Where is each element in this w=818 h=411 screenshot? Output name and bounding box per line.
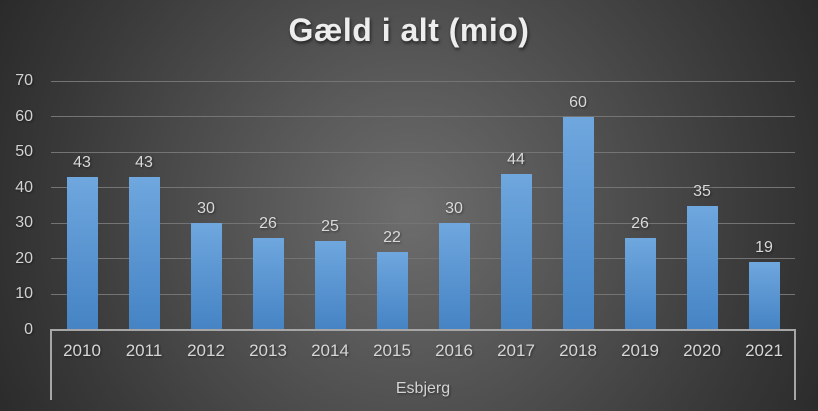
- y-tick-label: 10: [15, 285, 33, 303]
- bar-value-label: 43: [135, 154, 153, 172]
- x-tick-label: 2018: [559, 341, 597, 360]
- x-tick-label: 2020: [683, 341, 721, 360]
- bar-value-label: 26: [259, 214, 277, 232]
- bar: [500, 173, 532, 330]
- y-tick-label: 0: [24, 321, 33, 338]
- bar: [66, 177, 98, 330]
- y-axis-labels: 0 10 20 30 40 50 60 70: [0, 72, 38, 338]
- bar-value-label: 30: [445, 200, 463, 218]
- gridline: [51, 222, 795, 224]
- gridline: [51, 116, 795, 118]
- x-tick-label: 2021: [745, 341, 783, 360]
- bar: [624, 237, 656, 330]
- gridline: [51, 293, 795, 295]
- chart-title: Gæld i alt (mio): [288, 12, 530, 48]
- bar: [252, 237, 284, 330]
- bar-value-label: 19: [755, 239, 773, 257]
- bar: [562, 116, 594, 330]
- x-tick-label: 2012: [187, 341, 225, 360]
- bar: [190, 223, 222, 330]
- bar-value-label: 43: [73, 154, 91, 172]
- x-axis-bracket: [50, 329, 796, 400]
- x-tick-label: 2013: [249, 341, 287, 360]
- y-tick-label: 20: [15, 249, 33, 267]
- x-tick-label: 2010: [63, 341, 101, 360]
- bar: [376, 251, 408, 330]
- y-tick-label: 50: [15, 143, 33, 161]
- y-tick-label: 30: [15, 214, 33, 232]
- bar-value-label: 44: [507, 150, 525, 168]
- x-tick-label: 2011: [125, 341, 163, 360]
- bar: [128, 177, 160, 330]
- x-tick-label: 2014: [311, 341, 349, 360]
- bar: [748, 262, 780, 330]
- y-tick-label: 70: [15, 72, 33, 89]
- x-tick-label: 2019: [621, 341, 659, 360]
- bar-value-label: 60: [569, 93, 587, 111]
- bar: [438, 223, 470, 330]
- y-tick-label: 60: [15, 107, 33, 125]
- axis-group-label: Esbjerg: [395, 380, 451, 397]
- gridline: [51, 258, 795, 260]
- bar: [314, 241, 346, 330]
- bar-value-label: 30: [197, 200, 215, 218]
- bar-value-label: 26: [631, 214, 649, 232]
- gridline: [51, 187, 795, 189]
- x-tick-label: 2015: [373, 341, 411, 360]
- bar-value-label: 25: [321, 218, 339, 236]
- x-tick-label: 2016: [435, 341, 473, 360]
- x-axis-labels: 2010 2011 2012 2013 2014 2015 2016 2017 2018 2019…: [51, 339, 795, 363]
- bar: [686, 205, 718, 330]
- y-tick-label: 40: [15, 178, 33, 196]
- plot-area: 43 43 30 26 25 22 30 44 60 26 35 19: [51, 80, 795, 330]
- gridline: [51, 80, 795, 82]
- gridline: [51, 151, 795, 153]
- x-tick-label: 2017: [497, 341, 535, 360]
- bar-value-label: 22: [383, 228, 401, 246]
- bar-value-label: 35: [693, 182, 711, 200]
